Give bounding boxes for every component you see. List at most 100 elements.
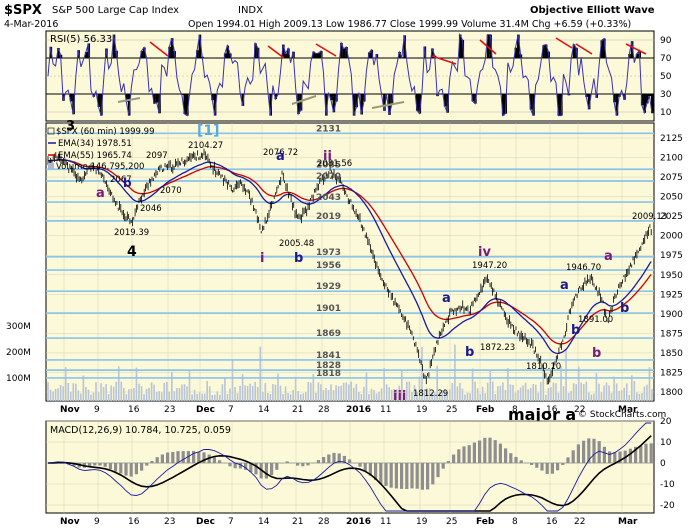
volume-bar: [421, 346, 423, 401]
rsi-oversold-fill: [185, 94, 189, 116]
volume-bar: [272, 384, 274, 401]
x-axis-label-mid: Mar: [618, 405, 638, 415]
volume-bar: [304, 392, 307, 401]
wave-level-label: 2070: [316, 172, 341, 182]
macd-histogram-bar: [644, 443, 648, 464]
rsi-oversold-fill: [640, 94, 644, 106]
volume-bar: [287, 393, 289, 401]
macd-histogram-bar: [436, 463, 440, 478]
volume-bar: [408, 381, 411, 401]
rsi-oversold-fill: [613, 94, 616, 103]
volume-bar: [363, 386, 365, 401]
rsi-oversold-fill: [125, 94, 128, 102]
volume-bar: [504, 389, 507, 401]
x-axis-label-mid: 11: [380, 405, 391, 415]
volume-bar: [176, 388, 178, 401]
volume-bar: [153, 384, 155, 401]
price-tick-label: 1850: [660, 349, 683, 359]
volume-bar: [540, 382, 542, 401]
macd-histogram-bar: [363, 463, 367, 472]
macd-tick-label: 10: [660, 438, 672, 448]
volume-bar: [618, 390, 620, 401]
volume-bar: [537, 392, 540, 401]
macd-histogram-bar: [202, 452, 206, 464]
volume-tick-label: 200M: [6, 348, 31, 358]
swing-price-label: 2067: [110, 175, 132, 185]
macd-histogram-bar: [384, 463, 388, 486]
volume-bar: [499, 385, 502, 401]
volume-bar: [133, 388, 135, 401]
rsi-oversold-fill: [418, 94, 422, 114]
volume-bar: [229, 388, 231, 401]
volume-bar: [575, 384, 577, 401]
rsi-oversold-fill: [585, 94, 588, 97]
volume-bar: [107, 394, 110, 401]
volume-bar: [423, 389, 426, 401]
rsi-oversold-fill: [383, 94, 386, 111]
macd-histogram-bar: [540, 463, 544, 471]
volume-bar: [337, 386, 340, 401]
volume-bar: [277, 373, 279, 401]
volume-bar: [123, 388, 125, 401]
rsi-overbought-fill: [458, 34, 462, 58]
volume-bar: [431, 392, 433, 401]
volume-bar: [643, 386, 646, 401]
volume-bar: [120, 381, 123, 401]
macd-histogram-bar: [140, 463, 144, 471]
volume-bar: [560, 366, 562, 401]
volume-bar: [368, 394, 370, 401]
macd-histogram-bar: [197, 452, 201, 464]
volume-bar: [171, 371, 173, 401]
macd-histogram-bar: [88, 463, 92, 467]
wave-level-label: 2131: [316, 124, 341, 134]
macd-histogram-bar: [176, 451, 180, 464]
volume-bar: [509, 384, 512, 401]
macd-histogram-bar: [327, 454, 331, 464]
macd-histogram-bar: [483, 437, 487, 464]
macd-histogram-bar: [145, 463, 149, 466]
macd-histogram-bar: [566, 457, 570, 464]
x-axis-label-bottom: 7: [228, 517, 234, 527]
rsi-tick-label: 10: [660, 108, 672, 118]
macd-histogram-bar: [249, 463, 253, 473]
rsi-overbought-fill: [254, 43, 257, 58]
volume-bar: [527, 389, 529, 401]
volume-bar: [236, 393, 239, 401]
volume-bar: [390, 389, 393, 401]
macd-histogram-bar: [405, 463, 409, 490]
volume-bar: [600, 392, 603, 401]
macd-histogram-bar: [181, 451, 185, 464]
macd-histogram-bar: [129, 463, 133, 477]
volume-bar: [550, 387, 552, 401]
x-axis-label-bottom: 28: [318, 517, 330, 527]
rsi-oversold-fill: [648, 94, 652, 97]
x-axis-label-mid: 28: [318, 405, 330, 415]
volume-bar: [638, 393, 641, 401]
macd-histogram-bar: [218, 460, 222, 464]
volume-bar: [413, 385, 416, 401]
price-tick-label: 2050: [660, 193, 683, 203]
macd-histogram-bar: [493, 440, 497, 464]
x-axis-label-bottom: 9: [94, 517, 100, 527]
volume-bar: [241, 373, 244, 401]
volume-bar: [143, 394, 145, 401]
x-axis-label-bottom: 23: [164, 517, 175, 527]
rsi-overbought-fill: [489, 34, 492, 58]
macd-histogram-bar: [649, 443, 653, 464]
swing-price-label: 1891.00: [578, 315, 613, 325]
volume-bar: [418, 376, 421, 401]
chart-exchange: INDX: [238, 5, 263, 16]
volume-bar: [456, 386, 459, 401]
volume-bar: [403, 393, 406, 401]
macd-histogram-bar: [358, 463, 362, 467]
wave-label-ii: ii: [323, 149, 332, 164]
volume-bar: [335, 385, 337, 401]
volume-bar: [401, 370, 403, 401]
rsi-overbought-fill: [317, 53, 321, 58]
macd-histogram-bar: [545, 463, 549, 474]
wave-level-label: 1841: [316, 351, 341, 361]
rsi-oversold-fill: [615, 94, 619, 116]
volume-bar: [370, 388, 373, 401]
volume-bar: [221, 384, 224, 401]
macd-histogram-bar: [561, 463, 565, 465]
